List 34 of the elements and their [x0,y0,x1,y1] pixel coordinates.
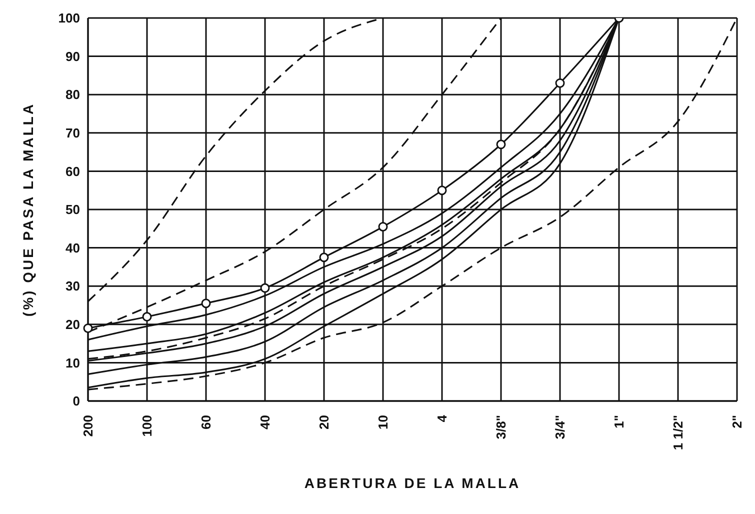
x-tick-label: 200 [80,415,96,437]
y-tick-label: 10 [66,355,80,370]
point [142,312,152,322]
y-tick-label: 30 [66,278,80,294]
y-axis-title: (%) QUE PASA LA MALLA [20,102,36,317]
x-tick-label: 10 [376,415,390,430]
x-tick-label: 1 1/2" [670,415,686,450]
x-axis-title: ABERTURA DE LA MALLA [304,475,521,491]
x-tick-label: 3/8" [494,415,508,440]
point [83,323,93,333]
y-tick-label: 0 [72,394,80,409]
x-tick-label: 100 [140,415,154,437]
point [555,78,565,88]
point [260,283,270,293]
point [378,222,388,232]
point [201,298,211,308]
x-tick-label: 2" [730,415,744,428]
x-tick-label: 20 [316,415,332,430]
y-tick-label: 100 [58,10,80,26]
y-tick-label: 40 [66,240,80,256]
x-tick-label: 40 [258,415,272,430]
point [496,140,506,150]
x-tick-label: 4 [434,414,450,422]
y-tick-label: 90 [66,48,80,64]
y-tick-label: 50 [66,202,80,218]
point [437,186,447,196]
y-tick-label: 20 [66,317,80,332]
point [319,252,329,262]
x-tick-label: 3/4" [552,415,568,440]
y-tick-label: 80 [66,87,80,102]
x-tick-label: 1" [612,415,626,428]
x-tick-label: 60 [198,415,214,430]
y-tick-label: 70 [66,126,80,141]
y-tick-label: 60 [66,164,80,179]
